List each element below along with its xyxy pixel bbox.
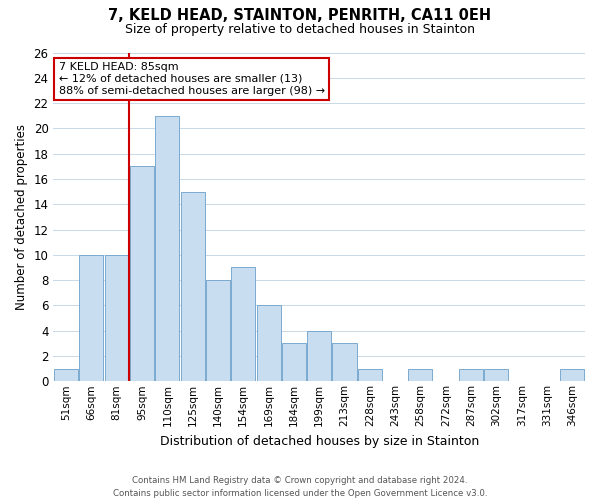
Bar [181,192,205,382]
Bar [282,344,306,382]
Text: Size of property relative to detached houses in Stainton: Size of property relative to detached ho… [125,22,475,36]
Bar [130,166,154,382]
Text: Contains HM Land Registry data © Crown copyright and database right 2024.
Contai: Contains HM Land Registry data © Crown c… [113,476,487,498]
Y-axis label: Number of detached properties: Number of detached properties [15,124,28,310]
Bar [206,280,230,382]
Bar [459,368,483,382]
Bar [231,268,255,382]
Bar [358,368,382,382]
Text: 7, KELD HEAD, STAINTON, PENRITH, CA11 0EH: 7, KELD HEAD, STAINTON, PENRITH, CA11 0E… [109,8,491,22]
Bar [307,330,331,382]
Bar [332,344,356,382]
Bar [104,255,129,382]
Bar [409,368,433,382]
Bar [155,116,179,382]
Bar [257,306,281,382]
Bar [560,368,584,382]
Text: 7 KELD HEAD: 85sqm
← 12% of detached houses are smaller (13)
88% of semi-detache: 7 KELD HEAD: 85sqm ← 12% of detached hou… [59,62,325,96]
X-axis label: Distribution of detached houses by size in Stainton: Distribution of detached houses by size … [160,434,479,448]
Bar [484,368,508,382]
Bar [54,368,78,382]
Bar [79,255,103,382]
